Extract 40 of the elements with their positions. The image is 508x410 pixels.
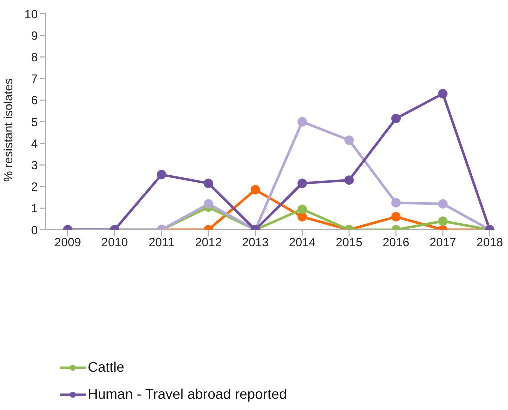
y-tick-label: 0 [31,223,38,238]
point [298,117,308,127]
y-tick-label: 8 [31,50,38,64]
y-tick-label: 9 [31,28,38,43]
legend-label: Cattle [88,358,125,377]
point [250,185,260,195]
x-tick-label: 2011 [148,236,175,250]
point [438,216,448,226]
point [391,114,401,124]
x-tick-label: 2017 [430,236,457,250]
x-tick-label: 2010 [102,236,129,250]
point [298,204,308,214]
point [391,212,401,222]
x-tick-label: 2016 [382,236,410,250]
x-tick-label: 2015 [336,236,364,250]
x-tick-label: 2014 [289,236,316,250]
y-tick-label: 7 [31,72,38,86]
y-tick-label: 5 [31,115,38,130]
point [298,212,308,222]
point [438,199,448,209]
point [204,178,214,188]
x-tick-label: 2009 [54,236,82,250]
point [204,199,214,209]
point [298,178,308,188]
y-tick-label: 2 [31,180,38,194]
legend-label: Human - Travel abroad reported [88,385,288,404]
point [157,170,167,180]
y-tick-label: 3 [31,158,38,172]
y-tick-label: 1 [31,202,38,216]
y-tick-label: 6 [31,94,38,108]
y-tick-label: 4 [31,136,38,151]
point [438,89,448,99]
point [344,136,354,146]
point [344,176,354,186]
x-tick-label: 2012 [195,236,222,250]
y-tick-label: 10 [24,7,38,22]
y-axis-title: % resistant isolates [1,78,16,182]
x-tick-label: 2018 [476,236,504,250]
x-tick-label: 2013 [242,236,270,250]
point [391,198,401,208]
